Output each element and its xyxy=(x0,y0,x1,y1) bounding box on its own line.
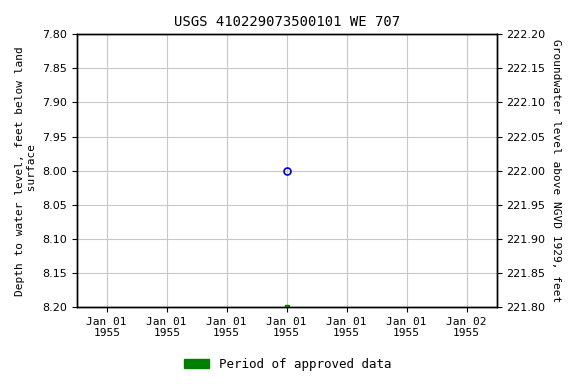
Y-axis label: Depth to water level, feet below land
 surface: Depth to water level, feet below land su… xyxy=(15,46,37,296)
Y-axis label: Groundwater level above NGVD 1929, feet: Groundwater level above NGVD 1929, feet xyxy=(551,39,561,302)
Title: USGS 410229073500101 WE 707: USGS 410229073500101 WE 707 xyxy=(173,15,400,29)
Legend: Period of approved data: Period of approved data xyxy=(179,353,397,376)
